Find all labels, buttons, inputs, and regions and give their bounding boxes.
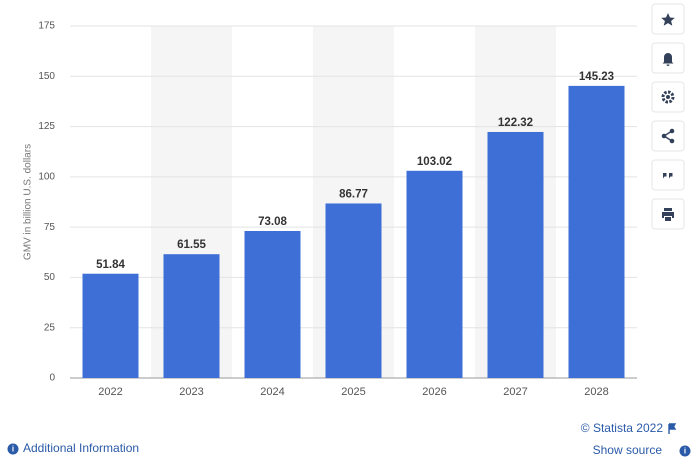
flag-icon bbox=[668, 423, 677, 434]
y-tick-label: 25 bbox=[44, 322, 56, 333]
value-label: 61.55 bbox=[177, 239, 206, 251]
bar bbox=[568, 85, 625, 379]
settings-button[interactable] bbox=[651, 81, 685, 113]
y-axis-label: GMV in billion U.S. dollars bbox=[23, 144, 34, 260]
value-label: 86.77 bbox=[339, 188, 368, 200]
x-tick-label: 2025 bbox=[341, 386, 365, 398]
share-button[interactable] bbox=[651, 120, 685, 152]
info-icon-glyph: i bbox=[684, 447, 686, 456]
y-tick-label: 75 bbox=[44, 222, 56, 233]
copyright[interactable]: © Statista 2022 bbox=[581, 421, 664, 435]
cite-button[interactable] bbox=[651, 159, 685, 191]
bell-button[interactable] bbox=[651, 42, 685, 74]
x-tick-label: 2022 bbox=[98, 386, 122, 398]
bar bbox=[163, 254, 220, 378]
print-button[interactable] bbox=[651, 198, 685, 230]
y-tick-label: 50 bbox=[44, 272, 56, 283]
info-icon bbox=[7, 443, 19, 455]
bar bbox=[325, 203, 382, 378]
y-tick-label: 125 bbox=[38, 121, 55, 132]
value-label: 51.84 bbox=[96, 259, 125, 271]
info-icon-glyph: i bbox=[12, 445, 14, 454]
plot: 0 25 50 75 100 125 150 175 2022 51.84 2023 61.55 202… bbox=[38, 21, 637, 398]
value-label: 103.02 bbox=[417, 156, 452, 168]
show-source-link[interactable]: Show source bbox=[593, 443, 663, 457]
y-tick-label: 0 bbox=[49, 373, 55, 384]
x-tick-label: 2023 bbox=[179, 386, 203, 398]
info-icon bbox=[679, 445, 691, 457]
y-tick-label: 100 bbox=[38, 171, 55, 182]
x-tick-label: 2026 bbox=[422, 386, 446, 398]
additional-info-link[interactable]: Additional Information bbox=[23, 441, 139, 455]
bar bbox=[406, 170, 463, 378]
x-tick-label: 2024 bbox=[260, 386, 284, 398]
x-tick-label: 2028 bbox=[584, 386, 608, 398]
star-button[interactable] bbox=[651, 3, 685, 35]
value-label: 122.32 bbox=[498, 117, 533, 129]
bar bbox=[487, 131, 544, 378]
y-tick-label: 175 bbox=[38, 21, 55, 32]
y-tick-label: 150 bbox=[38, 71, 55, 82]
toolbar bbox=[651, 3, 685, 230]
bar bbox=[82, 273, 139, 378]
value-label: 145.23 bbox=[579, 71, 614, 83]
x-tick-label: 2027 bbox=[503, 386, 527, 398]
bar bbox=[244, 231, 301, 378]
value-label: 73.08 bbox=[258, 216, 287, 228]
